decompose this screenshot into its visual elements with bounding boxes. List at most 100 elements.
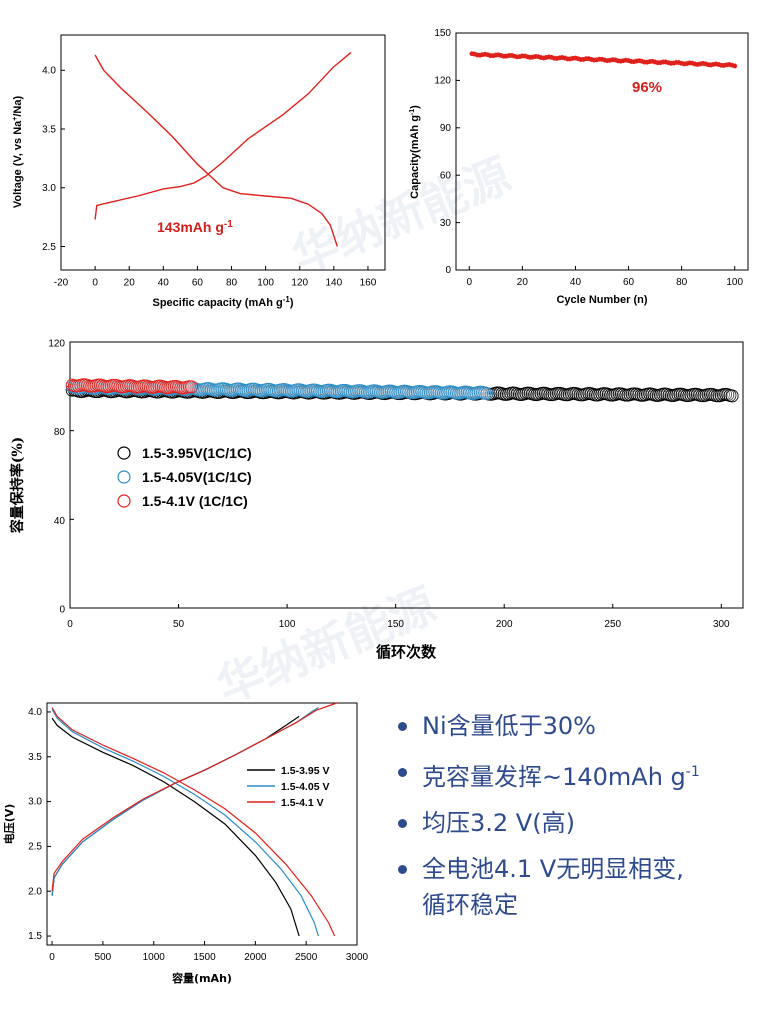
y-tick-label: 30 [440,218,452,229]
data-point [732,63,738,69]
y-tick-label: 1.5 [28,931,42,942]
series-line-charge [51,706,319,896]
legend-marker [117,470,131,484]
series-line-charge [51,715,300,896]
legend-marker [117,446,131,460]
x-tick-label: 120 [291,278,308,289]
bullet-dot-icon [398,865,407,874]
x-tick-label: 2500 [295,952,318,963]
x-tick-label: 0 [67,619,73,630]
x-tick-label: 500 [95,952,112,963]
y-tick-label: 3.0 [28,797,42,808]
series-line-charge [94,52,352,220]
x-tick-label: 0 [92,278,98,289]
series-line-discharge [51,717,300,937]
y-tick-label: 120 [48,339,65,350]
y-tick-label: 150 [434,28,451,39]
y-tick-label: 4.0 [28,707,42,718]
retention-annotation: 96% [632,79,662,96]
y-tick-label: 2.0 [28,886,42,897]
x-tick-label: 1000 [143,952,166,963]
legend-marker [117,494,131,508]
chart-cycle-capacity: 0 20 40 60 80 100 0 30 60 90 120 150 Cycle Number … [409,28,749,306]
bullet-item: 克容量发挥~140mAh g-1 [398,754,768,795]
data-point [480,387,494,401]
x-tick-label: 100 [726,277,743,288]
x-tick-label: 40 [570,277,582,288]
capacity-annotation: 143mAh g-1 [157,219,233,235]
y-tick-label: 3.5 [42,124,56,135]
y-tick-label: 40 [54,516,66,527]
x-axis-label: Specific capacity (mAh g-1) [152,295,293,309]
y-tick-label: 0 [59,605,65,616]
y-axis-label: Voltage (V, vs Na+/Na) [12,96,24,209]
y-tick-label: 90 [440,123,452,134]
bullet-continuation: 循环稳定 [422,891,518,919]
legend-label: 1.5-4.1V (1C/1C) [142,493,248,509]
x-tick-label: 80 [226,278,238,289]
legend: 1.5-3.95V(1C/1C) 1.5-4.05V(1C/1C) 1.5-4.1V… [117,445,252,509]
legend-label: 1.5-4.05 V [281,781,329,793]
x-tick-label: 300 [713,619,730,630]
x-tick-label: 3000 [346,952,369,963]
x-tick-label: 150 [387,619,404,630]
bullet-dot-icon [398,722,407,731]
x-tick-label: 160 [360,278,377,289]
data-point [185,380,199,394]
x-axis-label: Cycle Number (n) [556,294,647,306]
y-tick-label: 0 [445,265,451,276]
x-axis-label: 容量(mAh) [171,971,232,985]
bullet-dot-icon [398,768,407,777]
legend-label: 1.5-4.1 V [281,797,324,809]
x-tick-label: 100 [279,619,296,630]
bullet-item: 全电池4.1 V无明显相变, [398,851,768,887]
y-tick-label: 60 [440,170,452,181]
legend-label: 1.5-3.95V(1C/1C) [142,445,252,461]
legend: 1.5-3.95 V 1.5-4.05 V 1.5-4.1 V [247,765,329,809]
y-tick-label: 4.0 [42,66,56,77]
key-points-list: Ni含量低于30% 克容量发挥~140mAh g-1 均压3.2 V(高) 全电… [398,708,768,923]
x-tick-label: -20 [54,278,69,289]
y-tick-label: 80 [54,427,66,438]
chart-capacity-retention: 0 50 100 150 200 250 300 0 40 80 120 循环次数 容量保持率(%… [9,339,744,661]
x-tick-label: 100 [257,278,274,289]
y-axis-label: Capacity(mAh g-1) [409,105,421,199]
series-line-discharge [51,709,319,937]
x-tick-label: 60 [623,277,635,288]
x-tick-label: 1500 [193,952,216,963]
chart-full-cell: 0 500 1000 1500 2000 2500 3000 1.5 2.0 2.5 3.0 3.5… [2,702,369,985]
y-axis-label-visible: 容量保持率(%) [9,437,26,535]
y-axis-label: 电压(V) [2,804,16,845]
series-line-charge [51,702,337,892]
chart-charge-discharge: -20 0 20 40 60 80 100 120 140 160 2.5 3.0 3.5 4.0 Sp… [12,34,386,309]
y-tick-label: 3.0 [42,183,56,194]
x-tick-label: 140 [325,278,342,289]
x-axis-label: 循环次数 [376,643,437,661]
legend-label: 1.5-4.05V(1C/1C) [142,469,252,485]
x-tick-label: 20 [124,278,136,289]
series-line-discharge [94,54,338,247]
plot-frame [46,702,358,946]
y-tick-label: 2.5 [42,242,56,253]
legend-label: 1.5-3.95 V [281,765,329,777]
bullet-dot-icon [398,819,407,828]
plot-frame [455,32,749,271]
plot-frame [69,341,744,609]
x-tick-label: 0 [49,952,55,963]
plot-frame [60,34,386,271]
y-tick-label: 3.5 [28,752,42,763]
x-tick-label: 20 [517,277,529,288]
x-tick-label: 250 [604,619,621,630]
x-tick-label: 200 [496,619,513,630]
bullet-item: Ni含量低于30% [398,708,768,744]
y-tick-label: 120 [434,76,451,87]
data-point [725,389,739,403]
y-tick-label: 2.5 [28,842,42,853]
x-tick-label: 2000 [244,952,267,963]
bullet-item: 均压3.2 V(高) [398,805,768,841]
series-line-discharge [51,707,336,937]
x-tick-label: 50 [173,619,185,630]
x-tick-label: 60 [192,278,204,289]
x-tick-label: 0 [466,277,472,288]
x-tick-label: 40 [158,278,170,289]
